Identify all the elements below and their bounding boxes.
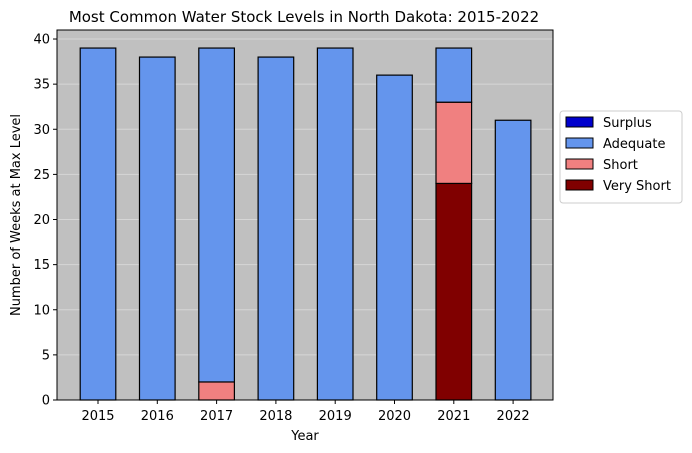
bar-short-2017 (198, 381, 236, 401)
legend-swatch-very-short (565, 179, 594, 191)
y-tick-label: 40 (33, 33, 50, 48)
legend-label-short: Short (603, 158, 638, 173)
y-tick-label: 10 (33, 303, 50, 318)
legend-swatch-adequate (565, 137, 594, 149)
legend-swatch-surplus (565, 116, 594, 128)
legend: Surplus Adequate Short Very Short (559, 110, 683, 204)
y-axis: 0 5 10 15 20 25 30 35 40 (33, 33, 57, 409)
bar-adequate-2019 (316, 47, 354, 401)
x-axis: 2015 2016 2017 2018 2019 2020 2021 2022 (81, 400, 530, 424)
bar-adequate-2016 (138, 56, 176, 401)
bar-very-short-2021 (435, 182, 473, 401)
bar-adequate-2017 (198, 47, 236, 383)
x-tick-label: 2015 (81, 409, 114, 424)
plot-area (57, 30, 553, 400)
bar-short-2021 (435, 101, 473, 185)
bar-adequate-2022 (494, 119, 532, 401)
x-tick-label: 2020 (378, 409, 411, 424)
x-tick-label: 2021 (437, 409, 470, 424)
y-tick-label: 25 (33, 168, 50, 183)
legend-label-very-short: Very Short (603, 179, 671, 194)
bar-adequate-2015 (79, 47, 117, 401)
x-axis-label: Year (290, 429, 319, 444)
x-tick-label: 2022 (497, 409, 530, 424)
y-axis-label: Number of Weeks at Max Level (9, 114, 24, 316)
x-tick-label: 2016 (141, 409, 174, 424)
y-tick-label: 5 (42, 348, 50, 363)
x-tick-label: 2017 (200, 409, 233, 424)
y-tick-label: 15 (33, 258, 50, 273)
y-tick-label: 30 (33, 123, 50, 138)
bars (79, 47, 532, 401)
y-tick-label: 20 (33, 213, 50, 228)
plot-frame (56, 29, 554, 401)
x-tick-label: 2019 (319, 409, 352, 424)
x-tick-label: 2018 (259, 409, 292, 424)
chart-title: Most Common Water Stock Levels in North … (69, 8, 539, 26)
legend-label-surplus: Surplus (603, 116, 652, 131)
bar-adequate-2021 (435, 47, 473, 103)
legend-swatch-short (565, 158, 594, 170)
bar-adequate-2020 (376, 74, 413, 401)
bar-adequate-2018 (257, 56, 295, 401)
y-tick-label: 0 (42, 394, 50, 409)
legend-label-adequate: Adequate (603, 137, 665, 152)
y-tick-label: 35 (33, 78, 50, 93)
